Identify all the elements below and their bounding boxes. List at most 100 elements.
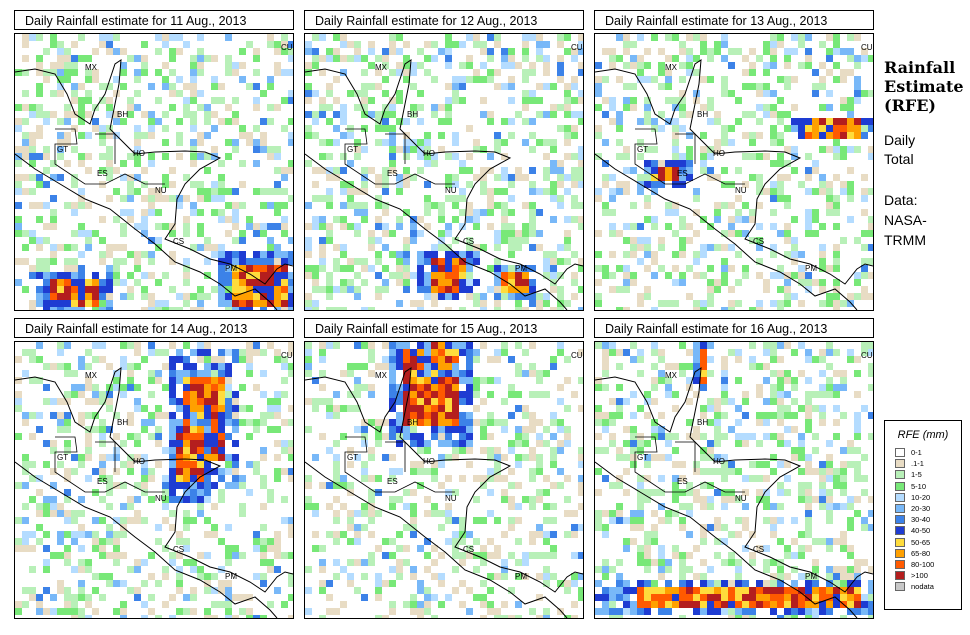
rainfall-cell xyxy=(459,426,466,433)
rainfall-cell xyxy=(529,216,536,223)
country-label: GT xyxy=(637,145,648,154)
rainfall-cell xyxy=(571,573,578,580)
rainfall-cell xyxy=(113,258,120,265)
rainfall-cell xyxy=(162,573,169,580)
rainfall-cell xyxy=(578,216,583,223)
rainfall-cell xyxy=(36,62,43,69)
rainfall-cell xyxy=(777,566,784,573)
rainfall-cell xyxy=(347,363,354,370)
rainfall-cell xyxy=(281,440,288,447)
rainfall-cell xyxy=(756,363,763,370)
rainfall-cell xyxy=(396,258,403,265)
rainfall-cell xyxy=(805,517,812,524)
rainfall-cell xyxy=(15,69,22,76)
rainfall-cell xyxy=(368,517,375,524)
rainfall-cell xyxy=(508,356,515,363)
rainfall-cell xyxy=(473,405,480,412)
rainfall-cell xyxy=(833,566,840,573)
rainfall-cell xyxy=(557,300,564,307)
rainfall-cell xyxy=(480,594,487,601)
rainfall-cell xyxy=(319,286,326,293)
rainfall-cell xyxy=(805,230,812,237)
rainfall-cell xyxy=(557,482,564,489)
rainfall-cell xyxy=(239,356,246,363)
rainfall-cell xyxy=(64,293,71,300)
rainfall-cell xyxy=(368,531,375,538)
rainfall-cell xyxy=(85,111,92,118)
rainfall-cell xyxy=(840,132,847,139)
rainfall-cell xyxy=(260,202,267,209)
rainfall-cell xyxy=(71,83,78,90)
rainfall-cell xyxy=(389,433,396,440)
rainfall-cell xyxy=(120,258,127,265)
rainfall-cell xyxy=(714,48,721,55)
rainfall-cell xyxy=(438,279,445,286)
rainfall-cell xyxy=(578,258,583,265)
rainfall-cell xyxy=(92,538,99,545)
rainfall-cell xyxy=(326,118,333,125)
rainfall-cell xyxy=(501,601,508,608)
rainfall-cell xyxy=(480,188,487,195)
rainfall-cell xyxy=(361,258,368,265)
rainfall-cell xyxy=(396,90,403,97)
rainfall-cell xyxy=(595,510,602,517)
rainfall-cell xyxy=(784,272,791,279)
rainfall-cell xyxy=(721,412,728,419)
rainfall-cell xyxy=(57,48,64,55)
rainfall-cell xyxy=(438,230,445,237)
rainfall-cell xyxy=(375,440,382,447)
rainfall-cell xyxy=(578,41,583,48)
rainfall-cell xyxy=(190,419,197,426)
rainfall-cell xyxy=(99,216,106,223)
rainfall-cell xyxy=(225,286,232,293)
rainfall-cell xyxy=(742,69,749,76)
rainfall-cell xyxy=(347,223,354,230)
rainfall-cell xyxy=(148,391,155,398)
rainfall-cell xyxy=(508,265,515,272)
rainfall-cell xyxy=(246,41,253,48)
rainfall-cell xyxy=(43,223,50,230)
rainfall-cell xyxy=(466,342,473,349)
rainfall-cell xyxy=(253,258,260,265)
rainfall-cell xyxy=(508,615,515,618)
rainfall-cell xyxy=(410,433,417,440)
rainfall-cell xyxy=(819,356,826,363)
rainfall-cell xyxy=(176,48,183,55)
rainfall-cell xyxy=(162,482,169,489)
rainfall-cell xyxy=(686,601,693,608)
rainfall-cell xyxy=(658,160,665,167)
rainfall-cell xyxy=(672,391,679,398)
rainfall-cell xyxy=(529,132,536,139)
rainfall-cell xyxy=(637,244,644,251)
rainfall-cell xyxy=(777,111,784,118)
rainfall-cell xyxy=(508,552,515,559)
rainfall-cell xyxy=(651,251,658,258)
rainfall-cell xyxy=(473,258,480,265)
rainfall-cell xyxy=(368,370,375,377)
rainfall-cell xyxy=(452,405,459,412)
rainfall-cell xyxy=(57,503,64,510)
rainfall-cell xyxy=(50,496,57,503)
rainfall-cell xyxy=(798,552,805,559)
rainfall-cell xyxy=(777,118,784,125)
rainfall-cell xyxy=(452,531,459,538)
rainfall-cell xyxy=(305,566,312,573)
rainfall-cell xyxy=(459,349,466,356)
rainfall-cell xyxy=(169,307,176,310)
rainfall-cell xyxy=(396,398,403,405)
rainfall-cell xyxy=(274,566,281,573)
rainfall-cell xyxy=(868,293,873,300)
rainfall-cell xyxy=(288,524,293,531)
rainfall-cell xyxy=(417,300,424,307)
coastline xyxy=(15,153,278,310)
rainfall-cell xyxy=(487,69,494,76)
rainfall-cell xyxy=(840,545,847,552)
rainfall-cell xyxy=(777,461,784,468)
rainfall-cell xyxy=(693,356,700,363)
rainfall-cell xyxy=(389,146,396,153)
rainfall-cell xyxy=(288,41,293,48)
rainfall-cell xyxy=(609,398,616,405)
rainfall-cell xyxy=(679,342,686,349)
rainfall-cell xyxy=(756,489,763,496)
rainfall-cell xyxy=(679,62,686,69)
